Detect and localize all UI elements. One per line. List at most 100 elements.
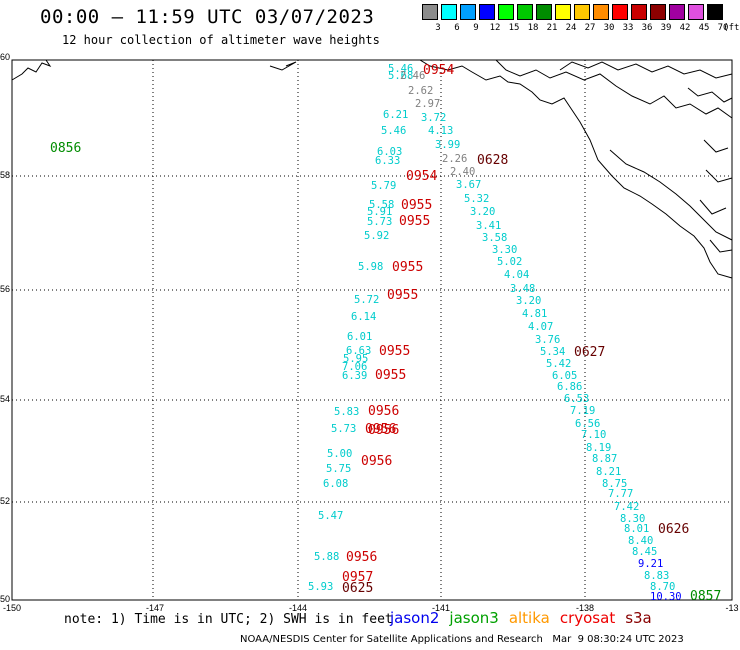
swh-reading: 6.03 — [377, 146, 402, 158]
legend-swatch — [498, 4, 514, 20]
swh-reading: 6.86 — [557, 381, 582, 393]
swh-reading: 3.20 — [470, 206, 495, 218]
swh-reading: 5.68 — [388, 70, 413, 82]
latitude-label: 54 — [0, 394, 10, 404]
legend-label: 6 — [454, 23, 460, 33]
swh-reading: 6.53 — [564, 393, 589, 405]
latitude-labels: 60 58 56 54 52 50 — [0, 52, 10, 604]
legend-label: 30 — [603, 23, 615, 33]
pass-time-label: 0628 — [477, 153, 508, 168]
coastline — [11, 59, 733, 279]
credit-line: NOAA/NESDIS Center for Satellite Applica… — [240, 634, 684, 645]
swath-track-data: 5.685.462.462.622.973.726.214.135.463.99… — [308, 63, 682, 603]
legend-swatch — [669, 4, 685, 20]
satellite-key: jason2 jason3 altika cryosat s3a — [390, 609, 662, 627]
legend-swatch — [536, 4, 552, 20]
swh-reading: 5.75 — [326, 463, 351, 475]
pass-time-label: 0955 — [375, 368, 406, 383]
swh-reading: 2.97 — [415, 98, 440, 110]
pass-time-label: 0956 — [365, 422, 396, 437]
longitude-labels: -150 -147 -144 -141 -138 -13 — [3, 603, 739, 613]
legend-label: 36 — [641, 23, 653, 33]
swh-reading: 3.76 — [535, 334, 560, 346]
swh-reading: 8.75 — [602, 478, 627, 490]
swh-reading: 8.01 — [624, 523, 649, 535]
swh-reading: 5.42 — [546, 358, 571, 370]
swh-reading: 7.19 — [570, 405, 595, 417]
pass-time-label: 0955 — [387, 288, 418, 303]
swh-reading: 5.02 — [497, 256, 522, 268]
map-frame — [11, 59, 733, 601]
legend-swatch — [574, 4, 590, 20]
swh-reading: 3.30 — [492, 244, 517, 256]
swh-reading: 6.63 — [346, 345, 371, 357]
swh-reading: 6.56 — [575, 418, 600, 430]
pass-time-label: 0857 — [690, 589, 721, 604]
swh-reading: 7.10 — [581, 429, 606, 441]
swh-reading: 5.34 — [540, 346, 565, 358]
latitude-label: 52 — [0, 496, 10, 506]
footnote: note: 1) Time is in UTC; 2) SWH is in fe… — [64, 612, 393, 627]
swh-reading: 5.72 — [354, 294, 379, 306]
swh-reading: 4.07 — [528, 321, 553, 333]
legend-swatch — [631, 4, 647, 20]
legend-label: 33 — [622, 23, 634, 33]
latitude-label: 50 — [0, 594, 10, 604]
legend-swatch — [517, 4, 533, 20]
pass-time-label: 0954 — [423, 63, 454, 78]
pass-time-label: 0956 — [368, 404, 399, 419]
legend-label: 42 — [679, 23, 691, 33]
map-subtitle: 12 hour collection of altimeter wave hei… — [62, 33, 380, 47]
legend-swatch — [422, 4, 438, 20]
swh-reading: 8.87 — [592, 453, 617, 465]
swh-reading: 8.70 — [650, 581, 675, 593]
satellite-name: cryosat — [559, 609, 616, 627]
swh-reading: 5.46 — [381, 125, 406, 137]
swh-reading: 3.48 — [510, 283, 535, 295]
swh-reading: 3.41 — [476, 220, 501, 232]
swh-reading: 6.08 — [323, 478, 348, 490]
legend-swatch — [707, 4, 723, 20]
longitude-label: -150 — [3, 603, 21, 613]
longitude-label: -141 — [432, 603, 450, 613]
legend-label: 45 — [698, 23, 710, 33]
swh-reading: 7.06 — [342, 361, 367, 373]
legend-label: 70 — [717, 23, 729, 33]
legend-swatch — [555, 4, 571, 20]
pass-time-label: 0955 — [401, 198, 432, 213]
swh-reading: 5.91 — [367, 206, 392, 218]
swh-reading: 5.73 — [367, 216, 392, 228]
swh-reading: 3.20 — [516, 295, 541, 307]
swh-reading: 6.05 — [552, 370, 577, 382]
latitude-label: 58 — [0, 170, 10, 180]
satellite-name: jason2 — [390, 609, 440, 627]
legend-label: 18 — [527, 23, 539, 33]
swh-reading: 8.45 — [632, 546, 657, 558]
map-title: 00:00 – 11:59 UTC 03/07/2023 — [40, 6, 375, 28]
swh-reading: 5.47 — [318, 510, 343, 522]
pass-time-label: 0955 — [379, 344, 410, 359]
swh-reading: 4.81 — [522, 308, 547, 320]
pass-time-label: 0856 — [50, 141, 81, 156]
swh-reading: 2.40 — [450, 166, 475, 178]
pass-time-label: 0954 — [406, 169, 437, 184]
legend-label: 24 — [565, 23, 577, 33]
longitude-label: -13 — [725, 603, 738, 613]
legend-swatch — [650, 4, 666, 20]
swh-reading: 8.19 — [586, 442, 611, 454]
swh-reading: 5.58 — [369, 199, 394, 211]
legend-label: 12 — [489, 23, 501, 33]
swh-reading: 2.26 — [442, 153, 467, 165]
swh-reading: 4.13 — [428, 125, 453, 137]
pass-time-label: 0957 — [342, 570, 373, 585]
swh-reading: 7.42 — [614, 501, 639, 513]
swh-reading: 9.21 — [638, 558, 663, 570]
swh-reading: 3.58 — [482, 232, 507, 244]
swh-reading: 3.72 — [421, 112, 446, 124]
legend-swatch — [612, 4, 628, 20]
swh-reading: 6.14 — [351, 311, 376, 323]
swh-reading: 3.67 — [456, 179, 481, 191]
longitude-label: -144 — [289, 603, 307, 613]
